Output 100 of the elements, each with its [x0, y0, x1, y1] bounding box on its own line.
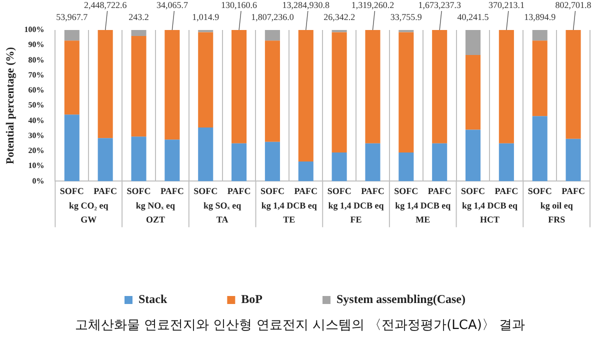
- x-tick-label: PAFC: [160, 186, 184, 196]
- y-tick-label: 0%: [32, 176, 44, 186]
- bar: [98, 138, 113, 182]
- text: kg 1,4 DCB eq: [462, 200, 518, 211]
- y-tick-label: 30%: [28, 130, 44, 140]
- x-tick-label: PAFC: [294, 186, 318, 196]
- text: 1,807,236.0: [251, 12, 294, 22]
- text: OZT: [146, 214, 165, 225]
- bar: [98, 30, 113, 138]
- x-tick-label: SOFC: [528, 186, 552, 196]
- bar: [532, 30, 548, 41]
- x-tick-label: PAFC: [227, 186, 251, 196]
- x-tick-label: SOFC: [260, 186, 284, 196]
- text: kg 1,4 DCB eq: [328, 200, 384, 211]
- text: kg SOₓ eq: [204, 200, 242, 211]
- legend-label: System assembling(Case): [336, 292, 466, 306]
- text: FRS: [548, 214, 566, 225]
- x-tick-label: PAFC: [494, 186, 518, 196]
- y-tick-label: 90%: [28, 40, 44, 50]
- bar: [64, 114, 80, 182]
- bar: [298, 162, 314, 182]
- y-tick-label: 50%: [28, 100, 44, 110]
- bar: [332, 32, 347, 152]
- bar: [365, 143, 380, 182]
- legend-label: BoP: [241, 292, 263, 306]
- bar: [198, 128, 214, 182]
- text: 33,755.9: [390, 12, 422, 22]
- text: FE: [350, 214, 362, 225]
- text: kg 1,4 DCB eq: [395, 200, 451, 211]
- bar: [64, 30, 80, 41]
- text: kg oil eq: [540, 200, 573, 211]
- bar: [198, 32, 214, 128]
- y-tick-label: 70%: [28, 70, 44, 80]
- text: TE: [283, 214, 296, 225]
- bar: [432, 143, 448, 182]
- bar: [532, 116, 548, 182]
- bar: [131, 30, 146, 36]
- text: 13,894.9: [524, 12, 556, 22]
- y-tick-label: 40%: [28, 116, 44, 125]
- bar: [566, 138, 581, 182]
- y-tick-label: 10%: [28, 161, 44, 170]
- y-axis-title: Potential percentage (%): [4, 46, 16, 164]
- x-tick-label: PAFC: [428, 186, 452, 196]
- bar: [465, 30, 481, 55]
- bar: [566, 30, 581, 139]
- bar: [164, 140, 180, 182]
- text: 2,448,722.6: [84, 0, 128, 10]
- bar: [164, 30, 180, 140]
- text: kg 1,4 DCB eq: [261, 200, 317, 211]
- text: 243.2: [128, 12, 149, 22]
- x-tick-label: SOFC: [461, 186, 486, 196]
- x-tick-label: SOFC: [327, 186, 352, 196]
- bar: [64, 40, 80, 115]
- text: HCT: [480, 214, 500, 225]
- text: 34,065.7: [156, 0, 188, 10]
- text: 130,160.6: [221, 0, 258, 10]
- bar: [131, 36, 146, 137]
- bar: [264, 30, 280, 41]
- x-tick-label: SOFC: [394, 186, 418, 196]
- text: kg NOₓ eq: [136, 200, 176, 211]
- legend-label: Stack: [138, 292, 168, 306]
- bar: [365, 30, 380, 144]
- text: GW: [80, 214, 97, 225]
- x-tick-label: PAFC: [361, 186, 384, 196]
- bar: [498, 143, 514, 182]
- text: 1,319,260.2: [351, 0, 394, 10]
- bar: [131, 136, 146, 182]
- bar: [232, 143, 247, 182]
- text: 1,014.9: [192, 12, 220, 22]
- text: 1,673,237.3: [418, 0, 462, 10]
- y-tick-label: 60%: [28, 86, 44, 95]
- bar: [264, 40, 280, 142]
- text: TA: [216, 214, 229, 225]
- text: 370,213.1: [488, 0, 524, 10]
- bar: [532, 40, 548, 116]
- bar: [264, 142, 280, 182]
- bar: [498, 30, 514, 144]
- bar: [398, 152, 414, 182]
- y-tick-label: 80%: [28, 55, 44, 64]
- y-tick-label: 100%: [24, 25, 44, 34]
- text: 13,284,930.8: [282, 0, 330, 10]
- x-tick-label: SOFC: [194, 186, 218, 196]
- bar: [465, 54, 481, 130]
- x-tick-label: PAFC: [94, 186, 117, 196]
- text: 802,701.8: [555, 0, 592, 10]
- bar: [398, 32, 414, 152]
- bar: [432, 30, 448, 144]
- bar: [465, 130, 481, 182]
- text: ME: [416, 214, 430, 225]
- text: 40,241.5: [457, 12, 490, 22]
- text: kg CO₂ eq: [69, 200, 108, 211]
- text: 26,342.2: [324, 12, 356, 22]
- bar: [332, 152, 347, 182]
- bar: [298, 30, 314, 162]
- x-tick-label: SOFC: [126, 186, 151, 196]
- text: 53,967.7: [56, 12, 88, 22]
- text: 고체산화물 연료전지와 인산형 연료전지 시스템의 〈전과정평가(LCA)〉 결과: [74, 317, 526, 334]
- x-tick-label: PAFC: [562, 186, 585, 196]
- bar: [232, 30, 247, 144]
- x-tick-label: SOFC: [60, 186, 84, 196]
